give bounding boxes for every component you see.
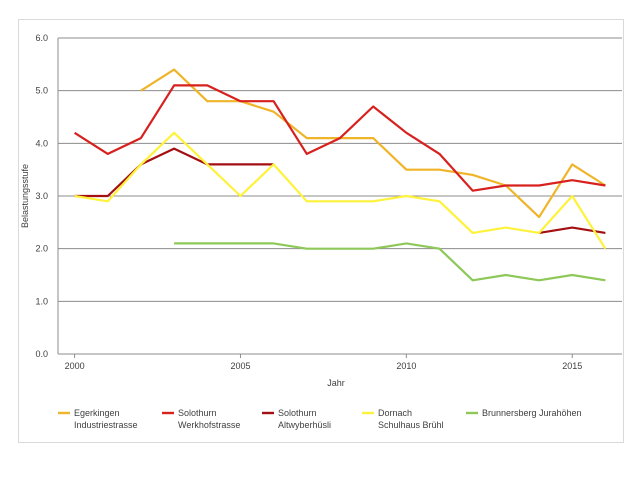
y-tick-label: 2.0	[35, 244, 48, 254]
legend-label-2: Altwyberhüsli	[278, 420, 331, 430]
series-line-2	[74, 147, 274, 198]
series-line-1	[74, 84, 606, 192]
x-tick-label: 2010	[396, 361, 416, 371]
legend-label-0: Egerkingen	[74, 408, 120, 418]
x-tick-label: 2005	[230, 361, 250, 371]
gridlines	[58, 37, 622, 355]
y-axis-title: Belastungsstufe	[20, 164, 30, 228]
y-tick-label: 6.0	[35, 33, 48, 43]
legend-label-0: Industriestrasse	[74, 420, 138, 430]
legend-label-1: Solothurn	[178, 408, 217, 418]
x-tick-label: 2000	[65, 361, 85, 371]
series-lines	[74, 68, 607, 282]
y-tick-label: 0.0	[35, 349, 48, 359]
legend: Egerkingen Industriestrasse Solothurn Werkh…	[58, 408, 582, 430]
y-tick-label: 1.0	[35, 296, 48, 306]
legend-label-3: Schulhaus Brühl	[378, 420, 444, 430]
legend-label-3: Dornach	[378, 408, 412, 418]
series-line-3	[74, 131, 607, 250]
legend-label-1: Werkhofstrasse	[178, 420, 240, 430]
series-line-0	[140, 68, 606, 219]
legend-label-2: Solothurn	[278, 408, 317, 418]
x-tick-label: 2015	[562, 361, 582, 371]
y-tick-label: 4.0	[35, 138, 48, 148]
y-tick-label: 5.0	[35, 86, 48, 96]
series-line-4	[174, 242, 606, 282]
x-axis-title: Jahr	[327, 378, 345, 388]
axes: 0.0 1.0 2.0 3.0 4.0 5.0 6.0 2000 2005 2010 2015 Jah…	[20, 33, 582, 388]
y-tick-label: 3.0	[35, 191, 48, 201]
legend-label-4: Brunnersberg Jurahöhen	[482, 408, 582, 418]
